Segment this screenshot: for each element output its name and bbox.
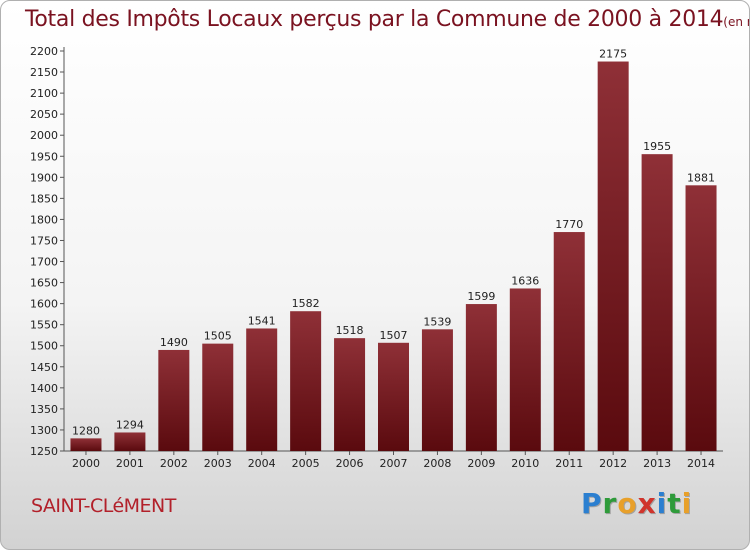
x-tick-label: 2000 bbox=[72, 457, 100, 470]
y-tick-label: 1650 bbox=[30, 277, 58, 290]
bar bbox=[553, 232, 585, 451]
x-tick-label: 2010 bbox=[511, 457, 539, 470]
bar bbox=[114, 432, 146, 451]
data-label: 1541 bbox=[248, 314, 276, 327]
data-label: 1636 bbox=[511, 274, 539, 287]
bar bbox=[290, 311, 322, 451]
x-tick-label: 2011 bbox=[555, 457, 583, 470]
x-tick-label: 2001 bbox=[116, 457, 144, 470]
x-tick-label: 2004 bbox=[248, 457, 276, 470]
y-tick-label: 2000 bbox=[30, 129, 58, 142]
x-tick-label: 2003 bbox=[204, 457, 232, 470]
proxiti-logo: Proxiti bbox=[581, 487, 692, 520]
logo-letter: x bbox=[637, 487, 657, 520]
title-text: Total des Impôts Locaux perçus par la Co… bbox=[25, 7, 724, 32]
bar bbox=[246, 328, 278, 451]
bar bbox=[641, 154, 673, 451]
data-label: 1507 bbox=[380, 329, 408, 342]
x-tick-label: 2005 bbox=[292, 457, 320, 470]
y-tick-label: 1950 bbox=[30, 150, 58, 163]
data-label: 1505 bbox=[204, 330, 232, 343]
y-tick-label: 2100 bbox=[30, 87, 58, 100]
y-tick-label: 1450 bbox=[30, 361, 58, 374]
bar bbox=[509, 288, 541, 451]
logo-letter: r bbox=[602, 487, 618, 520]
data-label: 1280 bbox=[72, 424, 100, 437]
y-tick-label: 1250 bbox=[30, 445, 58, 458]
y-tick-label: 1500 bbox=[30, 340, 58, 353]
y-tick-label: 1800 bbox=[30, 213, 58, 226]
data-label: 1294 bbox=[116, 418, 144, 431]
bar bbox=[597, 61, 629, 452]
y-tick-label: 1300 bbox=[30, 424, 58, 437]
x-tick-label: 2006 bbox=[336, 457, 364, 470]
y-tick-label: 1700 bbox=[30, 256, 58, 269]
axes: 1250 1300 1350 1400 1450 1500 1550 1600 1650 1700… bbox=[30, 45, 723, 470]
title-unit: (en milliers d'€) bbox=[723, 15, 749, 29]
x-tick-label: 2002 bbox=[160, 457, 188, 470]
data-label: 1955 bbox=[643, 140, 671, 153]
logo-letter: i bbox=[681, 487, 693, 520]
logo-letter: P bbox=[581, 487, 603, 520]
x-tick-label: 2009 bbox=[467, 457, 495, 470]
bar bbox=[378, 342, 409, 451]
data-label: 1490 bbox=[160, 336, 188, 349]
x-tick-label: 2012 bbox=[599, 457, 627, 470]
y-tick-label: 1600 bbox=[30, 298, 58, 311]
y-tick-label: 1850 bbox=[30, 192, 58, 205]
bar bbox=[334, 338, 366, 451]
data-label: 1539 bbox=[423, 315, 451, 328]
bar bbox=[465, 304, 497, 451]
data-label: 2175 bbox=[599, 48, 627, 61]
y-tick-label: 1350 bbox=[30, 403, 58, 416]
bars: 1280 1294 1490 1505 1541 1582 1518 1507 1539 1599… bbox=[70, 48, 717, 452]
logo-letter: i bbox=[656, 487, 668, 520]
data-label: 1881 bbox=[687, 171, 715, 184]
data-label: 1599 bbox=[467, 290, 495, 303]
y-tick-label: 1750 bbox=[30, 234, 58, 247]
y-tick-label: 2150 bbox=[30, 66, 58, 79]
data-label: 1770 bbox=[555, 218, 583, 231]
x-tick-label: 2013 bbox=[643, 457, 671, 470]
logo-letter: o bbox=[617, 487, 638, 520]
data-label: 1518 bbox=[336, 324, 364, 337]
bar bbox=[202, 343, 234, 451]
x-tick-label: 2007 bbox=[380, 457, 408, 470]
bar bbox=[158, 349, 190, 451]
y-tick-label: 1900 bbox=[30, 171, 58, 184]
data-label: 1582 bbox=[292, 297, 320, 310]
chart-title: Total des Impôts Locaux perçus par la Co… bbox=[25, 7, 749, 32]
bar bbox=[685, 185, 717, 451]
y-tick-label: 2200 bbox=[30, 45, 58, 58]
y-tick-label: 2050 bbox=[30, 108, 58, 121]
x-tick-label: 2008 bbox=[423, 457, 451, 470]
x-tick-label: 2014 bbox=[687, 457, 715, 470]
y-tick-label: 1550 bbox=[30, 319, 58, 332]
bar bbox=[421, 329, 453, 451]
bar bbox=[70, 438, 102, 451]
logo-letter: t bbox=[667, 487, 682, 520]
y-tick-label: 1400 bbox=[30, 382, 58, 395]
commune-name: SAINT-CLéMENT bbox=[31, 495, 176, 517]
